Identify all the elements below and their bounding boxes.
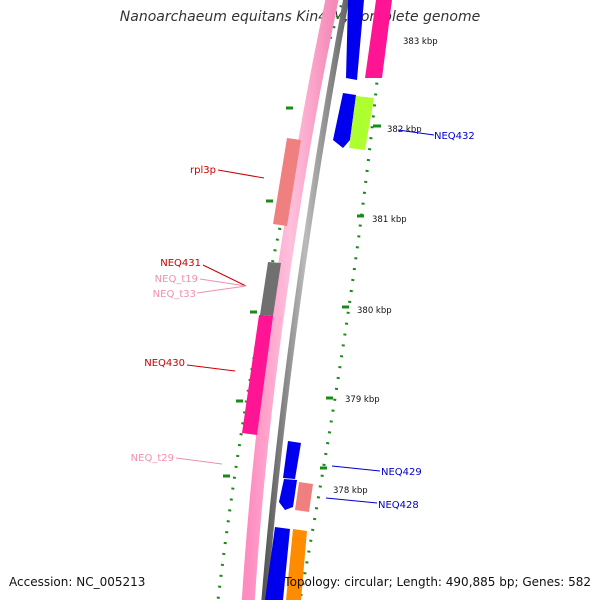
label-neq-t33[interactable]: NEQ_t33 <box>153 289 196 300</box>
gene-blue-bottom[interactable] <box>265 527 290 600</box>
gene-blue-neq432[interactable] <box>333 93 356 148</box>
leader-lines <box>175 129 435 504</box>
tick-label-379: 379 kbp <box>345 395 380 405</box>
accession-text: Accession: NC_005213 <box>9 575 146 589</box>
label-neq-t29[interactable]: NEQ_t29 <box>131 453 174 464</box>
label-neq430[interactable]: NEQ430 <box>144 358 185 369</box>
gene-neq429[interactable] <box>283 441 301 479</box>
label-neq-t19[interactable]: NEQ_t19 <box>155 274 198 285</box>
tick-label-381: 381 kbp <box>372 215 407 225</box>
gene-orange-bottom[interactable] <box>286 529 307 600</box>
gene-lime[interactable] <box>349 96 374 150</box>
label-neq429[interactable]: NEQ429 <box>381 467 422 478</box>
label-neq431[interactable]: NEQ431 <box>160 258 201 269</box>
gene-neq428-arrow[interactable] <box>279 479 297 510</box>
backbone-gray <box>261 0 350 600</box>
gene-rpl3p[interactable] <box>273 138 301 226</box>
label-neq432[interactable]: NEQ432 <box>434 131 475 142</box>
gene-features <box>242 0 392 600</box>
tick-labels: 383 kbp 382 kbp 381 kbp 380 kbp 379 kbp … <box>333 37 438 496</box>
tick-label-383: 383 kbp <box>403 37 438 47</box>
label-neq428[interactable]: NEQ428 <box>378 500 419 511</box>
gene-blue-top[interactable] <box>346 0 364 80</box>
gene-pink-top[interactable] <box>365 0 392 78</box>
outer-scale-ring <box>216 0 345 600</box>
gene-neq428-rrna[interactable] <box>295 482 313 512</box>
tick-label-378: 378 kbp <box>333 486 368 496</box>
backbone-pink <box>241 0 339 600</box>
scale-ticks <box>223 106 381 478</box>
tick-label-380: 380 kbp <box>357 306 392 316</box>
label-rpl3p[interactable]: rpl3p <box>190 165 216 176</box>
gene-labels: NEQ432 rpl3p NEQ431 NEQ_t19 NEQ_t33 NEQ4… <box>131 131 475 511</box>
gene-neq430[interactable] <box>242 315 273 435</box>
topology-summary: Topology: circular; Length: 490,885 bp; … <box>284 575 591 589</box>
tick-label-382: 382 kbp <box>387 125 422 135</box>
gene-neq431[interactable] <box>260 262 281 316</box>
